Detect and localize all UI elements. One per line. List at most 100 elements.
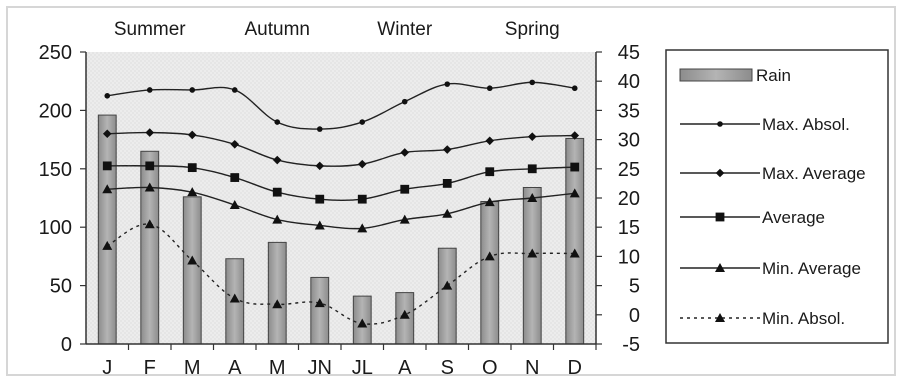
rain-bar [310,276,330,345]
legend-label: Rain [756,66,791,85]
legend-label: Min. Absol. [762,309,845,328]
diamond-marker [357,159,367,169]
square-marker [442,179,452,188]
square-marker [102,161,112,171]
right-tick-label: -5 [622,334,640,356]
right-tick-label: 5 [629,276,640,298]
series-line [107,186,575,230]
x-tick-label: D [568,357,582,379]
series-min-absol [102,219,580,328]
legend-item: Max. Absol. [680,115,850,134]
triangle-marker [144,219,155,229]
diamond-marker [570,131,580,140]
season-label: Spring [505,19,560,40]
dot-marker [486,85,493,92]
legend-item: Min. Absol. [680,309,845,328]
diamond-marker [442,145,452,154]
triangle-marker [102,184,113,194]
x-tick-label: N [525,357,539,379]
rain-bar [480,201,500,345]
dot-marker [231,87,238,93]
triangle-marker [187,187,198,197]
legend-box [665,49,889,344]
dot-marker [401,98,408,105]
dot-marker [274,119,281,125]
series-line [107,81,575,130]
triangle-marker [569,248,580,258]
left-tick-label: 0 [61,334,72,356]
triangle-marker [399,309,410,319]
legend-label: Max. Absol. [762,115,850,134]
right-tick-label: 20 [618,188,640,210]
diamond-marker [102,129,112,139]
square-marker [230,173,240,182]
legend-swatch [679,68,753,82]
diamond-marker [715,168,725,178]
triangle-marker [484,197,495,207]
dot-marker [146,87,153,93]
x-tick-label: M [269,357,286,379]
right-tick-label: 10 [618,246,640,268]
square-marker [400,184,410,194]
plot-area [86,52,596,344]
diamond-marker [272,155,282,165]
series-min-average [102,182,580,233]
dot-marker [104,93,111,99]
x-tick-label: A [398,357,412,379]
legend-item: Min. Average [680,259,861,278]
square-marker [357,194,367,204]
rain-bar [97,114,117,345]
square-marker [485,167,495,177]
left-tick-label: 50 [50,276,72,298]
triangle-marker [399,214,410,224]
x-tick-label: M [184,357,201,379]
triangle-marker [527,193,538,202]
legend-item: Rain [679,66,791,85]
dot-marker [529,79,536,86]
rain-bar [182,196,202,345]
square-marker [715,212,725,222]
right-tick-label: 40 [618,71,640,93]
triangle-marker [229,200,240,210]
diamond-marker [145,128,155,137]
diamond-marker [485,136,495,146]
right-tick-label: 15 [618,217,640,239]
x-tick-label: J [102,357,112,379]
triangle-marker [715,313,725,322]
left-tick-label: 150 [39,159,72,181]
triangle-marker [187,255,198,265]
dot-marker [189,87,196,93]
x-tick-label: A [228,357,242,379]
diamond-marker [527,132,537,141]
left-tick-label: 200 [39,100,72,122]
dot-marker [717,121,723,127]
legend-label: Average [762,208,825,227]
season-label: Autumn [245,19,310,40]
x-tick-label: O [482,357,498,379]
series-line [106,223,575,325]
x-tick-label: JN [308,357,332,379]
right-tick-label: 25 [618,159,640,181]
season-label: Winter [377,19,433,40]
square-marker [315,194,325,204]
triangle-marker [569,188,580,198]
diamond-marker [230,139,240,149]
triangle-marker [144,182,155,192]
temperature-lines [102,79,580,328]
legend-label: Min. Average [762,259,861,278]
square-marker [527,164,537,174]
triangle-marker [357,318,368,328]
axis-ticks: 0 50 100 150 200 250 -5 0 5 10 15 20 25 30 35 40 45 J F M A M… [39,42,640,379]
diamond-marker [400,148,410,157]
diamond-marker [315,161,325,171]
triangle-marker [527,248,538,258]
triangle-marker [715,263,725,272]
left-tick-label: 250 [39,42,72,64]
right-tick-label: 30 [618,130,640,152]
square-marker [145,161,155,171]
rain-bar [522,186,542,345]
triangle-marker [272,214,283,224]
season-labels: Summer Autumn Winter Spring [114,19,560,40]
season-label: Summer [114,19,186,40]
